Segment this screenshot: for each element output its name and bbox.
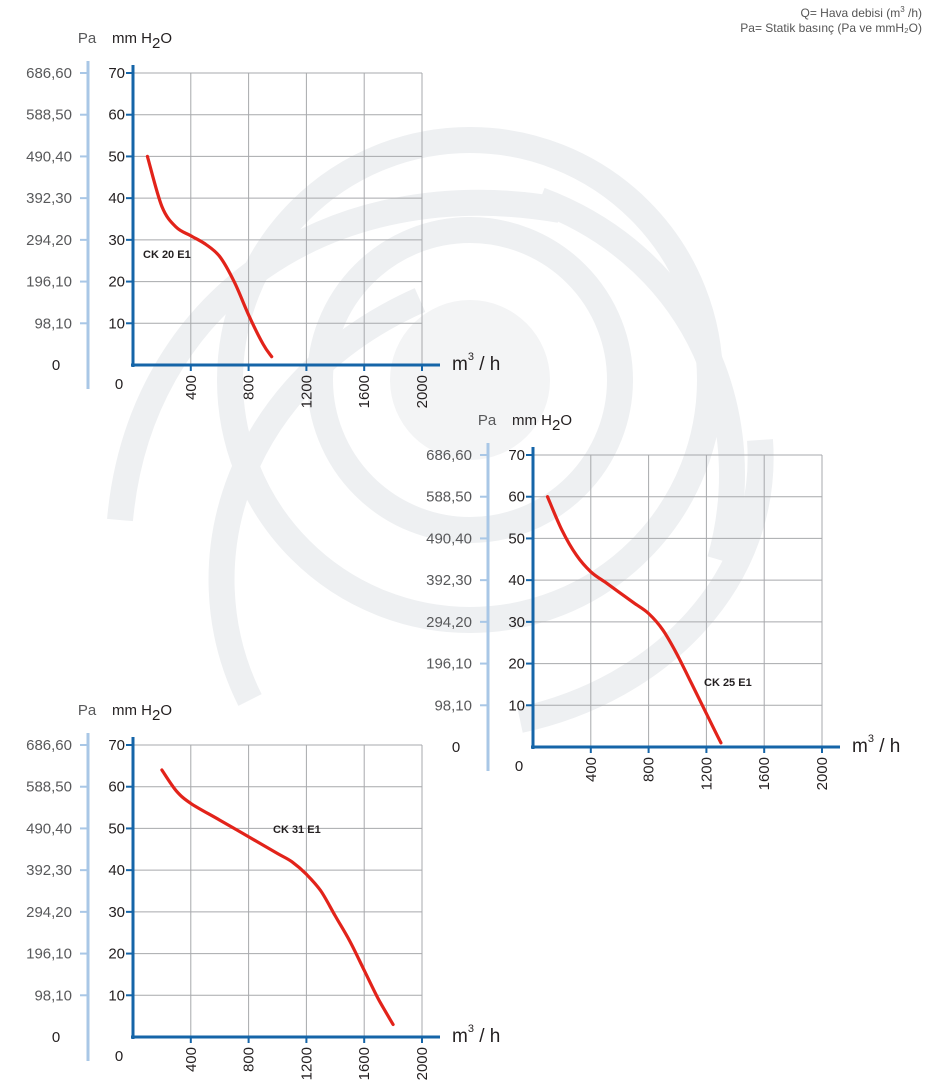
y-tick-label: 50 [108,148,125,165]
x-tick-label: 400 [183,1047,200,1072]
pa-tick-label: 588,50 [26,779,72,796]
y-tick-label: 30 [108,232,125,249]
x-tick-label: 1200 [698,757,715,790]
pa-tick-label: 392,30 [26,862,72,879]
x-tick-label: 2000 [814,757,831,790]
pa-tick-label: 490,40 [26,820,72,837]
y-tick-label: 70 [108,65,125,82]
pa-unit-label: Pa [478,412,497,429]
pa-tick-label: 490,40 [26,148,72,165]
series-line-ck-25-e1 [545,495,723,745]
pa-tick-label: 294,20 [426,614,472,631]
origin-label: 0 [115,376,123,393]
x-tick-label: 800 [241,1047,258,1072]
y-tick-label: 10 [108,987,125,1004]
pa-tick-label: 196,10 [26,946,72,963]
series-label: CK 20 E1 [143,249,191,261]
pa-tick-label: 392,30 [426,572,472,589]
y-tick-label: 10 [108,315,125,332]
pa-tick-label: 686,60 [426,447,472,464]
x-tick-label: 400 [183,375,200,400]
y-tick-label: 50 [108,820,125,837]
legend-pressure: Pa= Statik basınç (Pa ve mmH₂O) [740,21,922,35]
y-tick-label: 70 [508,447,525,464]
pa-tick-label: 588,50 [426,489,472,506]
pa-tick-label: 588,50 [26,107,72,124]
pa-tick-label: 196,10 [26,274,72,291]
x-axis-unit: m3 / h [452,1023,500,1047]
pa-zero-label: 0 [52,357,60,374]
y-tick-label: 60 [108,107,125,124]
y-tick-label: 20 [108,274,125,291]
y-tick-label: 70 [108,737,125,754]
y-axis-title: mm H2O [512,412,572,434]
pa-tick-label: 294,20 [26,904,72,921]
legend-flow-text: Q= Hava debisi (m [800,6,901,20]
y-axis-title: mm H2O [112,702,172,724]
y-tick-label: 40 [508,572,525,589]
y-tick-label: 40 [108,862,125,879]
x-tick-label: 400 [583,757,600,782]
pa-tick-label: 98,10 [34,987,72,1004]
x-axis-unit: m3 / h [452,351,500,375]
pa-tick-label: 98,10 [434,697,472,714]
origin-label: 0 [515,758,523,775]
legend: Q= Hava debisi (m3 /h) Pa= Statik basınç… [740,2,922,36]
x-tick-label: 2000 [414,375,431,408]
pa-tick-label: 294,20 [26,232,72,249]
y-tick-label: 20 [108,946,125,963]
x-tick-label: 800 [241,375,258,400]
y-tick-label: 50 [508,530,525,547]
y-tick-label: 60 [508,489,525,506]
pa-tick-label: 686,60 [26,737,72,754]
x-tick-label: 2000 [414,1047,431,1080]
y-tick-label: 60 [108,779,125,796]
x-axis-unit: m3 / h [852,733,900,757]
series-line-ck-20-e1 [145,154,274,359]
series-label: CK 25 E1 [704,677,752,689]
pa-tick-label: 196,10 [426,656,472,673]
y-tick-label: 10 [508,697,525,714]
y-tick-label: 30 [508,614,525,631]
series-label: CK 31 E1 [273,824,321,836]
x-tick-label: 1200 [298,375,315,408]
x-tick-label: 800 [641,757,658,782]
pa-tick-label: 392,30 [26,190,72,207]
legend-flow-end: /h) [904,6,922,20]
x-tick-label: 1600 [356,375,373,408]
series-line-ck-31-e1 [160,768,395,1027]
pa-tick-label: 686,60 [26,65,72,82]
y-axis-title: mm H2O [112,30,172,52]
x-tick-label: 1600 [756,757,773,790]
x-tick-label: 1200 [298,1047,315,1080]
legend-flow-sup: 3 [900,5,905,14]
pa-unit-label: Pa [78,30,97,47]
y-tick-label: 40 [108,190,125,207]
y-tick-label: 30 [108,904,125,921]
pa-tick-label: 490,40 [426,530,472,547]
legend-flow: Q= Hava debisi (m3 /h) [740,2,923,21]
x-tick-label: 1600 [356,1047,373,1080]
pa-tick-label: 98,10 [34,315,72,332]
pa-zero-label: 0 [52,1029,60,1046]
pa-unit-label: Pa [78,702,97,719]
pa-zero-label: 0 [452,739,460,756]
y-tick-label: 20 [508,656,525,673]
origin-label: 0 [115,1048,123,1065]
